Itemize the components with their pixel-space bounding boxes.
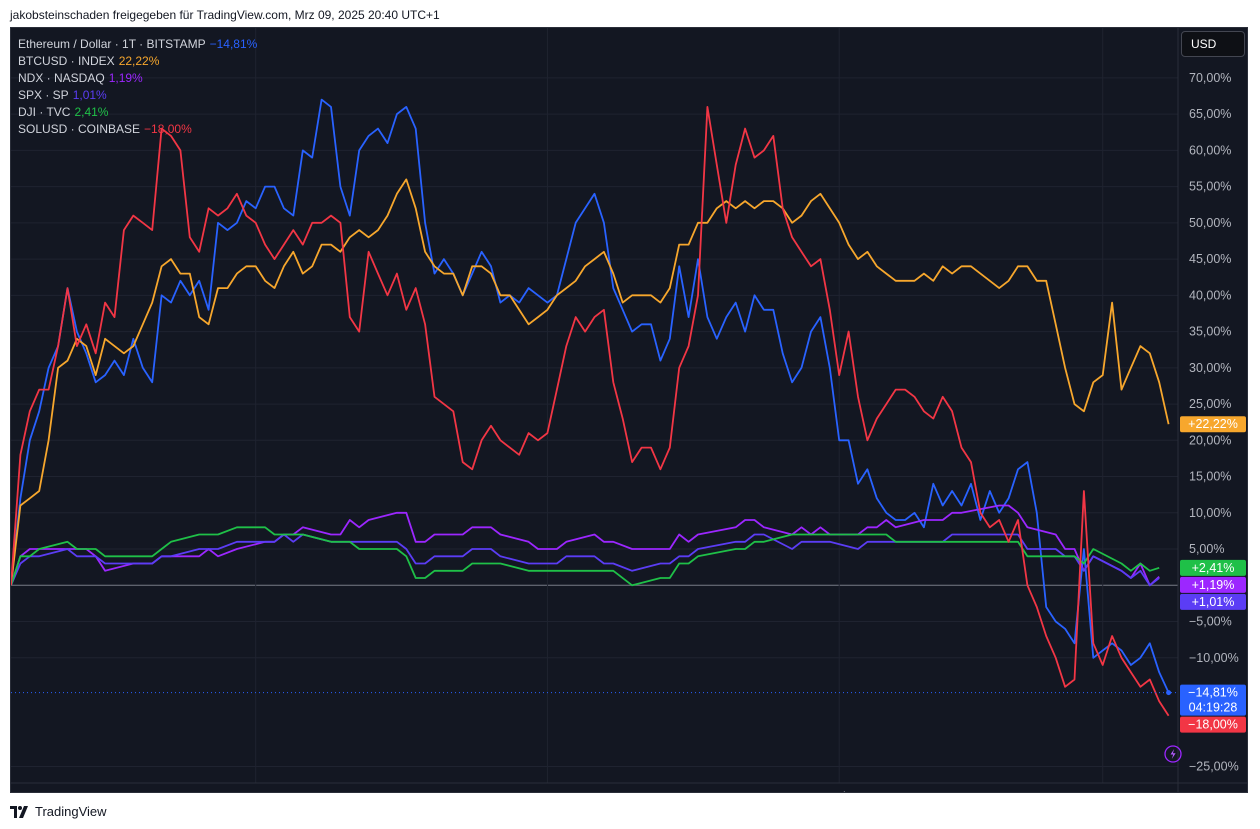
y-tick-label: 65,00% <box>1189 107 1231 121</box>
price-tag-3 <box>1180 593 1246 610</box>
y-tick-label: 20,00% <box>1189 433 1231 447</box>
grid-layer <box>11 28 1178 783</box>
price-tag-label: +1,19% <box>1192 578 1235 592</box>
chart-svg[interactable]: 70,00% 65,00% 60,00% 55,00% 50,00% 45,00% 40,0… <box>11 28 1248 793</box>
legend-value: 1,19% <box>108 71 143 85</box>
series-line-0[interactable] <box>11 98 1170 693</box>
chart-panel[interactable]: 70,00% 65,00% 60,00% 55,00% 50,00% 45,00% 40,0… <box>10 27 1248 793</box>
y-tick-label: 70,00% <box>1189 71 1231 85</box>
series-line-1[interactable] <box>11 178 1170 586</box>
y-tick-label: 45,00% <box>1189 252 1231 266</box>
legend-row-1[interactable]: BTCUSD · INDEX 22,22% <box>18 53 257 70</box>
price-tag-4 <box>1180 559 1246 576</box>
y-tick-label: 50,00% <box>1189 216 1231 230</box>
axis-layer: 70,00% 65,00% 60,00% 55,00% 50,00% 45,00% 40,0… <box>11 28 1247 793</box>
series-line-5[interactable] <box>11 106 1170 717</box>
price-tag-label: −14,81% <box>1188 686 1238 700</box>
tradingview-logo-icon <box>10 805 28 818</box>
price-tag-label: +2,41% <box>1192 561 1235 575</box>
legend-value: 22,22% <box>118 54 160 68</box>
price-tag-1 <box>1180 416 1246 433</box>
x-tick-label: Feb <box>828 790 850 793</box>
price-tag-label: +22,22% <box>1188 417 1238 431</box>
price-tag-label: −18,00% <box>1188 718 1238 732</box>
x-tick-label: Mrz <box>1092 790 1113 793</box>
legend-value: −18,00% <box>144 122 192 136</box>
replay-icon[interactable] <box>1164 745 1182 763</box>
price-tag-label: +1,01% <box>1192 595 1235 609</box>
series-layer <box>11 98 1178 717</box>
y-tick-label: 10,00% <box>1189 506 1231 520</box>
price-tag-5 <box>1180 716 1246 733</box>
legend-symbol: SPX · SP <box>18 88 69 102</box>
series-line-4[interactable] <box>11 526 1160 587</box>
legend-row-5[interactable]: SOLUSD · COINBASE −18,00% <box>18 121 257 138</box>
legend-symbol: DJI · TVC <box>18 105 71 119</box>
y-tick-label: 30,00% <box>1189 361 1231 375</box>
legend-value: 1,01% <box>72 88 107 102</box>
legend-row-2[interactable]: NDX · NASDAQ 1,19% <box>18 70 257 87</box>
y-tick-label: 25,00% <box>1189 397 1231 411</box>
legend-symbol: NDX · NASDAQ <box>18 71 105 85</box>
currency-button[interactable]: USD <box>1181 31 1245 57</box>
y-tick-label: 5,00% <box>1189 542 1224 556</box>
y-tick-label: −5,00% <box>1189 615 1232 629</box>
price-tag-layer: +22,22% +2,41% +1,19% +1,01% −14,81%04:19:28… <box>1180 416 1246 733</box>
legend-symbol: BTCUSD · INDEX <box>18 54 115 68</box>
series-line-3[interactable] <box>11 533 1160 587</box>
footer-logo-text: TradingView <box>35 804 107 819</box>
y-tick-label: −10,00% <box>1189 651 1239 665</box>
legend-symbol: Ethereum / Dollar · 1T · BITSTAMP <box>18 37 206 51</box>
legend-symbol: SOLUSD · COINBASE <box>18 122 141 136</box>
y-tick-label: 35,00% <box>1189 325 1231 339</box>
legend-row-4[interactable]: DJI · TVC 2,41% <box>18 104 257 121</box>
legend-row-0[interactable]: Ethereum / Dollar · 1T · BITSTAMP −14,81% <box>18 36 257 53</box>
y-tick-label: 60,00% <box>1189 143 1231 157</box>
legend-row-3[interactable]: SPX · SP 1,01% <box>18 87 257 104</box>
legend-value: −14,81% <box>209 37 258 51</box>
x-tick-label: Dez <box>245 790 267 793</box>
footer-branding[interactable]: TradingView <box>10 804 107 819</box>
price-tag-2 <box>1180 576 1246 593</box>
x-tick-label: 2025 <box>534 790 562 793</box>
countdown-label: 04:19:28 <box>1189 701 1238 715</box>
y-tick-label: −25,00% <box>1189 760 1239 774</box>
y-tick-label: 15,00% <box>1189 470 1231 484</box>
y-tick-label: 55,00% <box>1189 180 1231 194</box>
legend-value: 2,41% <box>74 105 109 119</box>
chart-legend: Ethereum / Dollar · 1T · BITSTAMP −14,81%… <box>18 36 257 138</box>
eth-last-point <box>1166 690 1172 696</box>
price-tag-0 <box>1180 684 1246 716</box>
series-line-2[interactable] <box>11 504 1160 587</box>
attribution-text: jakobsteinschaden freigegeben für Tradin… <box>10 8 440 22</box>
y-tick-label: 40,00% <box>1189 288 1231 302</box>
